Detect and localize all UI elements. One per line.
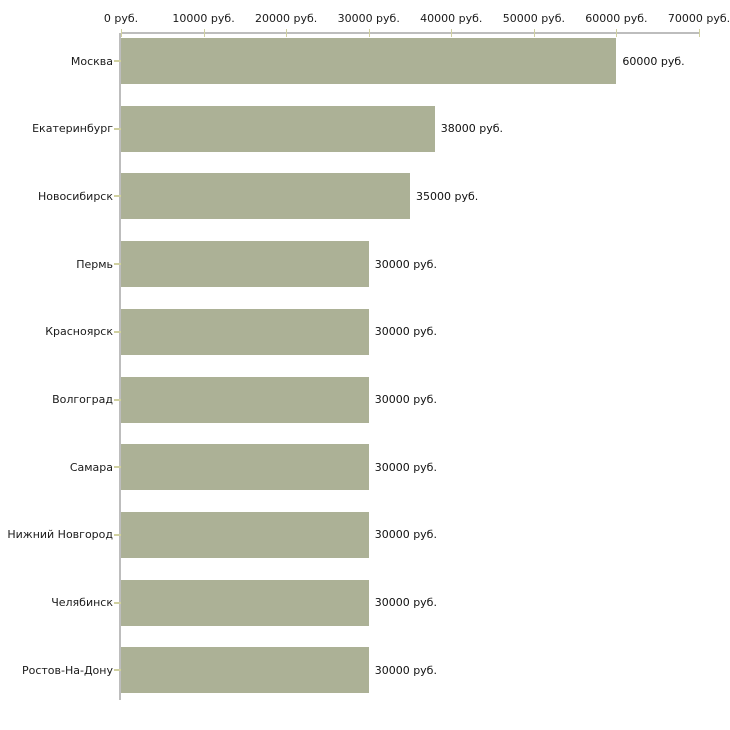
value-label: 60000 руб. <box>622 54 685 68</box>
value-label: 35000 руб. <box>416 189 479 203</box>
x-axis-tick-label: 30000 руб. <box>337 12 400 25</box>
x-axis-tick-label: 20000 руб. <box>255 12 318 25</box>
y-tick-mark <box>114 263 121 266</box>
x-tick-mark <box>121 29 122 37</box>
x-axis-tick-label: 70000 руб. <box>667 12 730 25</box>
y-axis-line <box>119 33 121 700</box>
category-label: Екатеринбург <box>32 122 113 136</box>
x-tick-mark <box>286 29 288 37</box>
bar <box>121 376 369 423</box>
bar <box>121 308 369 355</box>
y-tick-mark <box>114 533 121 536</box>
bar <box>121 241 369 288</box>
category-label: Москва <box>70 54 113 68</box>
x-axis-line <box>121 32 699 34</box>
value-label: 38000 руб. <box>440 122 504 136</box>
category-label: Пермь <box>76 257 113 271</box>
category-label: Челябинск <box>51 596 113 610</box>
y-tick-mark <box>114 195 121 198</box>
category-label: Новосибирск <box>37 189 113 203</box>
y-tick-mark <box>114 669 121 672</box>
category-label: Волгоград <box>52 393 113 406</box>
y-tick-mark <box>114 466 121 469</box>
bar <box>121 579 369 626</box>
x-tick-mark <box>451 29 453 37</box>
bar <box>121 105 435 152</box>
value-label: 30000 руб. <box>374 257 437 271</box>
category-label: Нижний Новгород <box>7 528 113 542</box>
x-tick-mark <box>699 29 700 37</box>
category-label: Самара <box>69 460 113 474</box>
y-tick-mark <box>114 398 121 401</box>
y-tick-mark <box>114 601 121 604</box>
value-label: 30000 руб. <box>374 663 437 677</box>
x-axis-tick-label: 0 руб. <box>103 12 139 25</box>
x-axis-tick-label: 50000 руб. <box>502 12 565 25</box>
value-label: 30000 руб. <box>374 460 437 474</box>
y-tick-mark <box>114 330 121 333</box>
x-axis-tick-label: 60000 руб. <box>585 12 648 25</box>
category-label: Ростов-На-Дону <box>21 663 113 677</box>
bar <box>121 511 369 558</box>
y-tick-mark <box>114 60 121 62</box>
bar <box>121 647 369 694</box>
bar <box>121 173 410 220</box>
x-axis-tick-label: 40000 руб. <box>420 12 483 25</box>
x-tick-mark <box>368 29 370 37</box>
category-label: Красноярск <box>45 325 113 339</box>
x-tick-mark <box>533 29 535 37</box>
bar <box>121 444 369 491</box>
x-tick-mark <box>203 29 205 37</box>
value-label: 30000 руб. <box>374 325 437 339</box>
value-label: 30000 руб. <box>374 528 437 542</box>
x-axis-tick-label: 10000 руб. <box>172 12 235 25</box>
x-tick-mark <box>616 29 618 37</box>
bar <box>121 38 617 84</box>
value-label: 30000 руб. <box>374 393 437 406</box>
value-label: 30000 руб. <box>374 596 437 610</box>
y-tick-mark <box>114 127 121 130</box>
